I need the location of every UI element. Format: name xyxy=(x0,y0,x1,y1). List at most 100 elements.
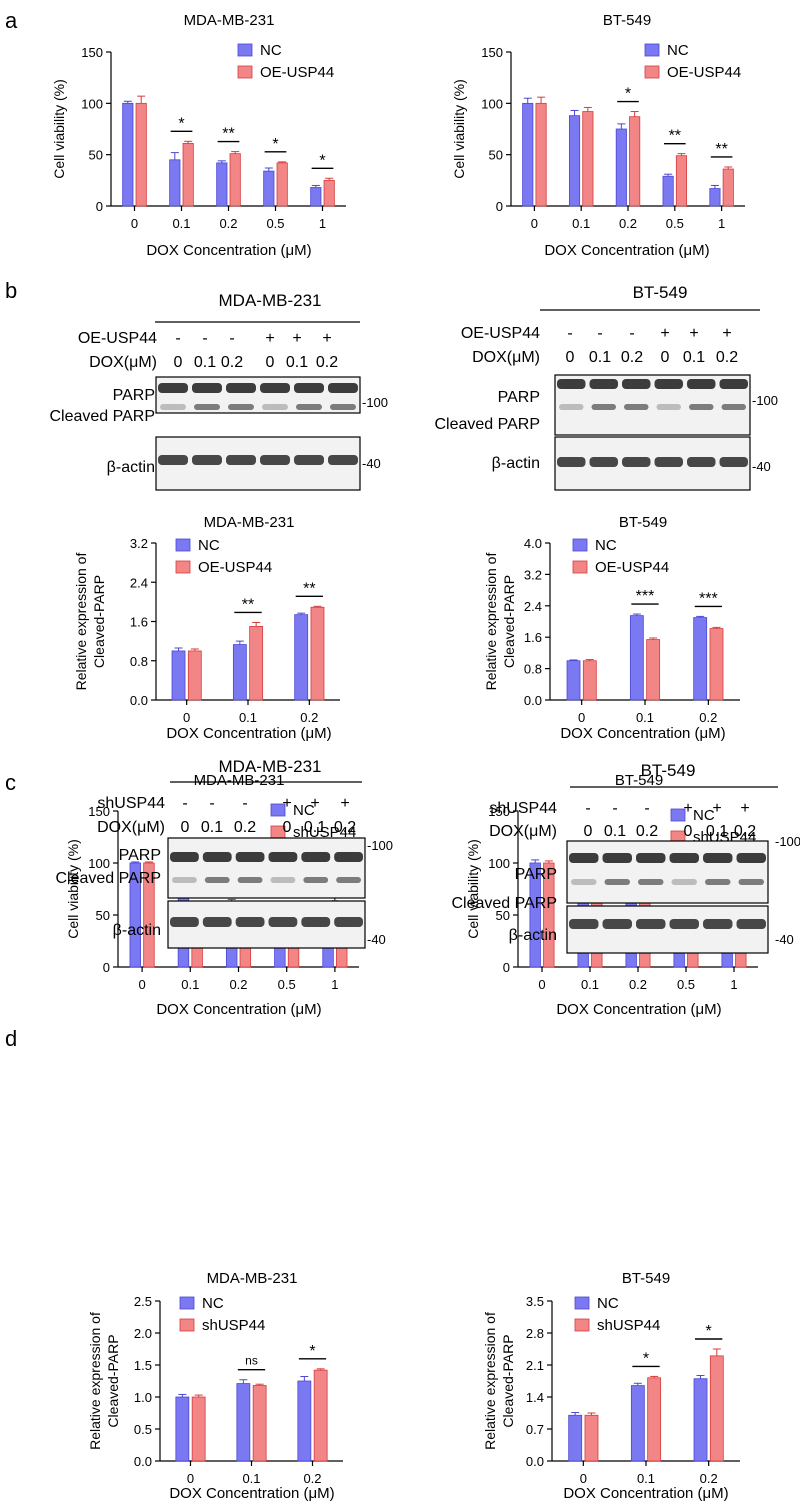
band-parp xyxy=(170,852,199,862)
band-actin xyxy=(170,917,199,927)
blot-membrane-actin xyxy=(566,905,769,954)
x-tick-label: 0.2 xyxy=(219,216,237,231)
significance-label: * xyxy=(272,136,278,153)
panel-letter-a: a xyxy=(5,8,18,33)
blot-membrane-actin xyxy=(554,436,751,491)
band-cleaved-parp xyxy=(591,404,616,410)
y-tick-label: 0 xyxy=(103,960,110,975)
x-tick-label: 0.1 xyxy=(172,216,190,231)
band-actin xyxy=(636,919,666,929)
chart-b-left-chart: MDA-MB-231 0.0 0.8 1.6 2.4 3.2 Relative expres… xyxy=(73,514,340,742)
blot-label-cleaved-parp: Cleaved PARP xyxy=(55,870,161,887)
blot-label-cleaved-parp: Cleaved PARP xyxy=(451,895,557,912)
legend-label: NC xyxy=(667,42,689,59)
chart-title: BT-549 xyxy=(619,514,667,531)
lane-condition-sign: + xyxy=(683,800,692,817)
band-actin xyxy=(268,917,298,927)
y-tick-label: 100 xyxy=(481,96,503,111)
legend-swatch xyxy=(237,65,253,79)
lane-dose-value: 0 xyxy=(566,349,575,366)
lane-condition-sign: + xyxy=(265,330,274,347)
significance-label: *** xyxy=(699,590,718,607)
band-actin xyxy=(557,457,586,467)
blot-label-parp: PARP xyxy=(113,387,155,404)
x-tick-label: 0.1 xyxy=(581,977,599,992)
band-cleaved-parp xyxy=(303,877,329,883)
y-tick-label: 1.5 xyxy=(134,1358,152,1373)
y-tick-label: 0 xyxy=(496,199,503,214)
band-parp xyxy=(202,852,232,862)
band-cleaved-parp xyxy=(671,879,697,885)
blot-condition-label: shUSP44 xyxy=(97,795,165,812)
blot-label-parp: PARP xyxy=(515,866,557,883)
x-axis-label: DOX Concentration (μM) xyxy=(563,1485,728,1502)
y-axis-label: Relative expression of xyxy=(87,1312,103,1450)
x-tick-label: 0 xyxy=(578,710,585,725)
blot-label-parp: PARP xyxy=(498,389,540,406)
band-parp xyxy=(569,853,599,863)
y-tick-label: 0.8 xyxy=(524,662,542,677)
mw-marker: -40 xyxy=(752,459,771,474)
band-cleaved-parp xyxy=(262,404,288,410)
band-cleaved-parp xyxy=(194,404,220,410)
band-actin xyxy=(654,457,683,467)
bar xyxy=(535,102,547,207)
x-tick-label: 0.1 xyxy=(572,216,590,231)
panel-letter-b: b xyxy=(5,278,17,303)
significance-label: ** xyxy=(222,126,234,143)
lane-condition-sign: - xyxy=(644,800,649,817)
legend-swatch xyxy=(179,1296,195,1310)
mw-marker: -100 xyxy=(367,838,393,853)
lane-condition-sign: + xyxy=(282,795,291,812)
x-tick-label: 1 xyxy=(718,216,725,231)
legend-swatch xyxy=(644,43,660,57)
band-actin xyxy=(602,919,632,929)
y-tick-label: 150 xyxy=(88,804,110,819)
bar xyxy=(175,1396,190,1462)
chart-title: MDA-MB-231 xyxy=(204,514,295,531)
band-parp xyxy=(687,379,716,389)
bar xyxy=(182,142,194,207)
lane-dose-value: 0.1 xyxy=(304,819,326,836)
chart-title: BT-549 xyxy=(603,12,651,29)
band-parp xyxy=(294,383,324,393)
blot-membrane-parp xyxy=(155,376,361,414)
bar xyxy=(135,102,147,207)
band-parp xyxy=(736,853,766,863)
lane-condition-sign: - xyxy=(242,795,247,812)
bar xyxy=(276,162,288,207)
band-cleaved-parp xyxy=(330,404,356,410)
significance-label: * xyxy=(319,152,325,169)
band-actin xyxy=(294,455,324,465)
lane-condition-sign: - xyxy=(209,795,214,812)
band-cleaved-parp xyxy=(237,877,263,883)
x-tick-label: 0.2 xyxy=(229,977,247,992)
band-actin xyxy=(736,919,766,929)
y-tick-label: 150 xyxy=(481,45,503,60)
bar xyxy=(310,187,322,207)
band-cleaved-parp xyxy=(624,404,649,410)
band-actin xyxy=(192,455,222,465)
blot-label-cleaved-parp: Cleaved PARP xyxy=(434,416,540,433)
bar xyxy=(263,170,275,207)
lane-condition-sign: + xyxy=(722,325,731,342)
band-actin xyxy=(301,917,331,927)
band-cleaved-parp xyxy=(638,879,664,885)
band-cleaved-parp xyxy=(689,404,714,410)
blot-cell-line-title: MDA-MB-231 xyxy=(219,291,322,310)
bar xyxy=(294,614,309,701)
blot-condition-label: OE-USP44 xyxy=(78,330,157,347)
band-parp xyxy=(334,852,363,862)
legend-swatch xyxy=(237,43,253,57)
band-parp xyxy=(703,853,733,863)
x-tick-label: 1 xyxy=(319,216,326,231)
band-actin xyxy=(202,917,232,927)
y-tick-label: 150 xyxy=(81,45,103,60)
legend-label: NC xyxy=(293,802,315,819)
lane-dose-value: 0.1 xyxy=(589,349,611,366)
y-tick-label: 2.4 xyxy=(130,575,148,590)
lane-dose-value: 0 xyxy=(684,823,693,840)
legend-label: NC xyxy=(260,42,282,59)
significance-label: * xyxy=(706,1323,712,1340)
blot-membrane-actin xyxy=(167,900,366,949)
